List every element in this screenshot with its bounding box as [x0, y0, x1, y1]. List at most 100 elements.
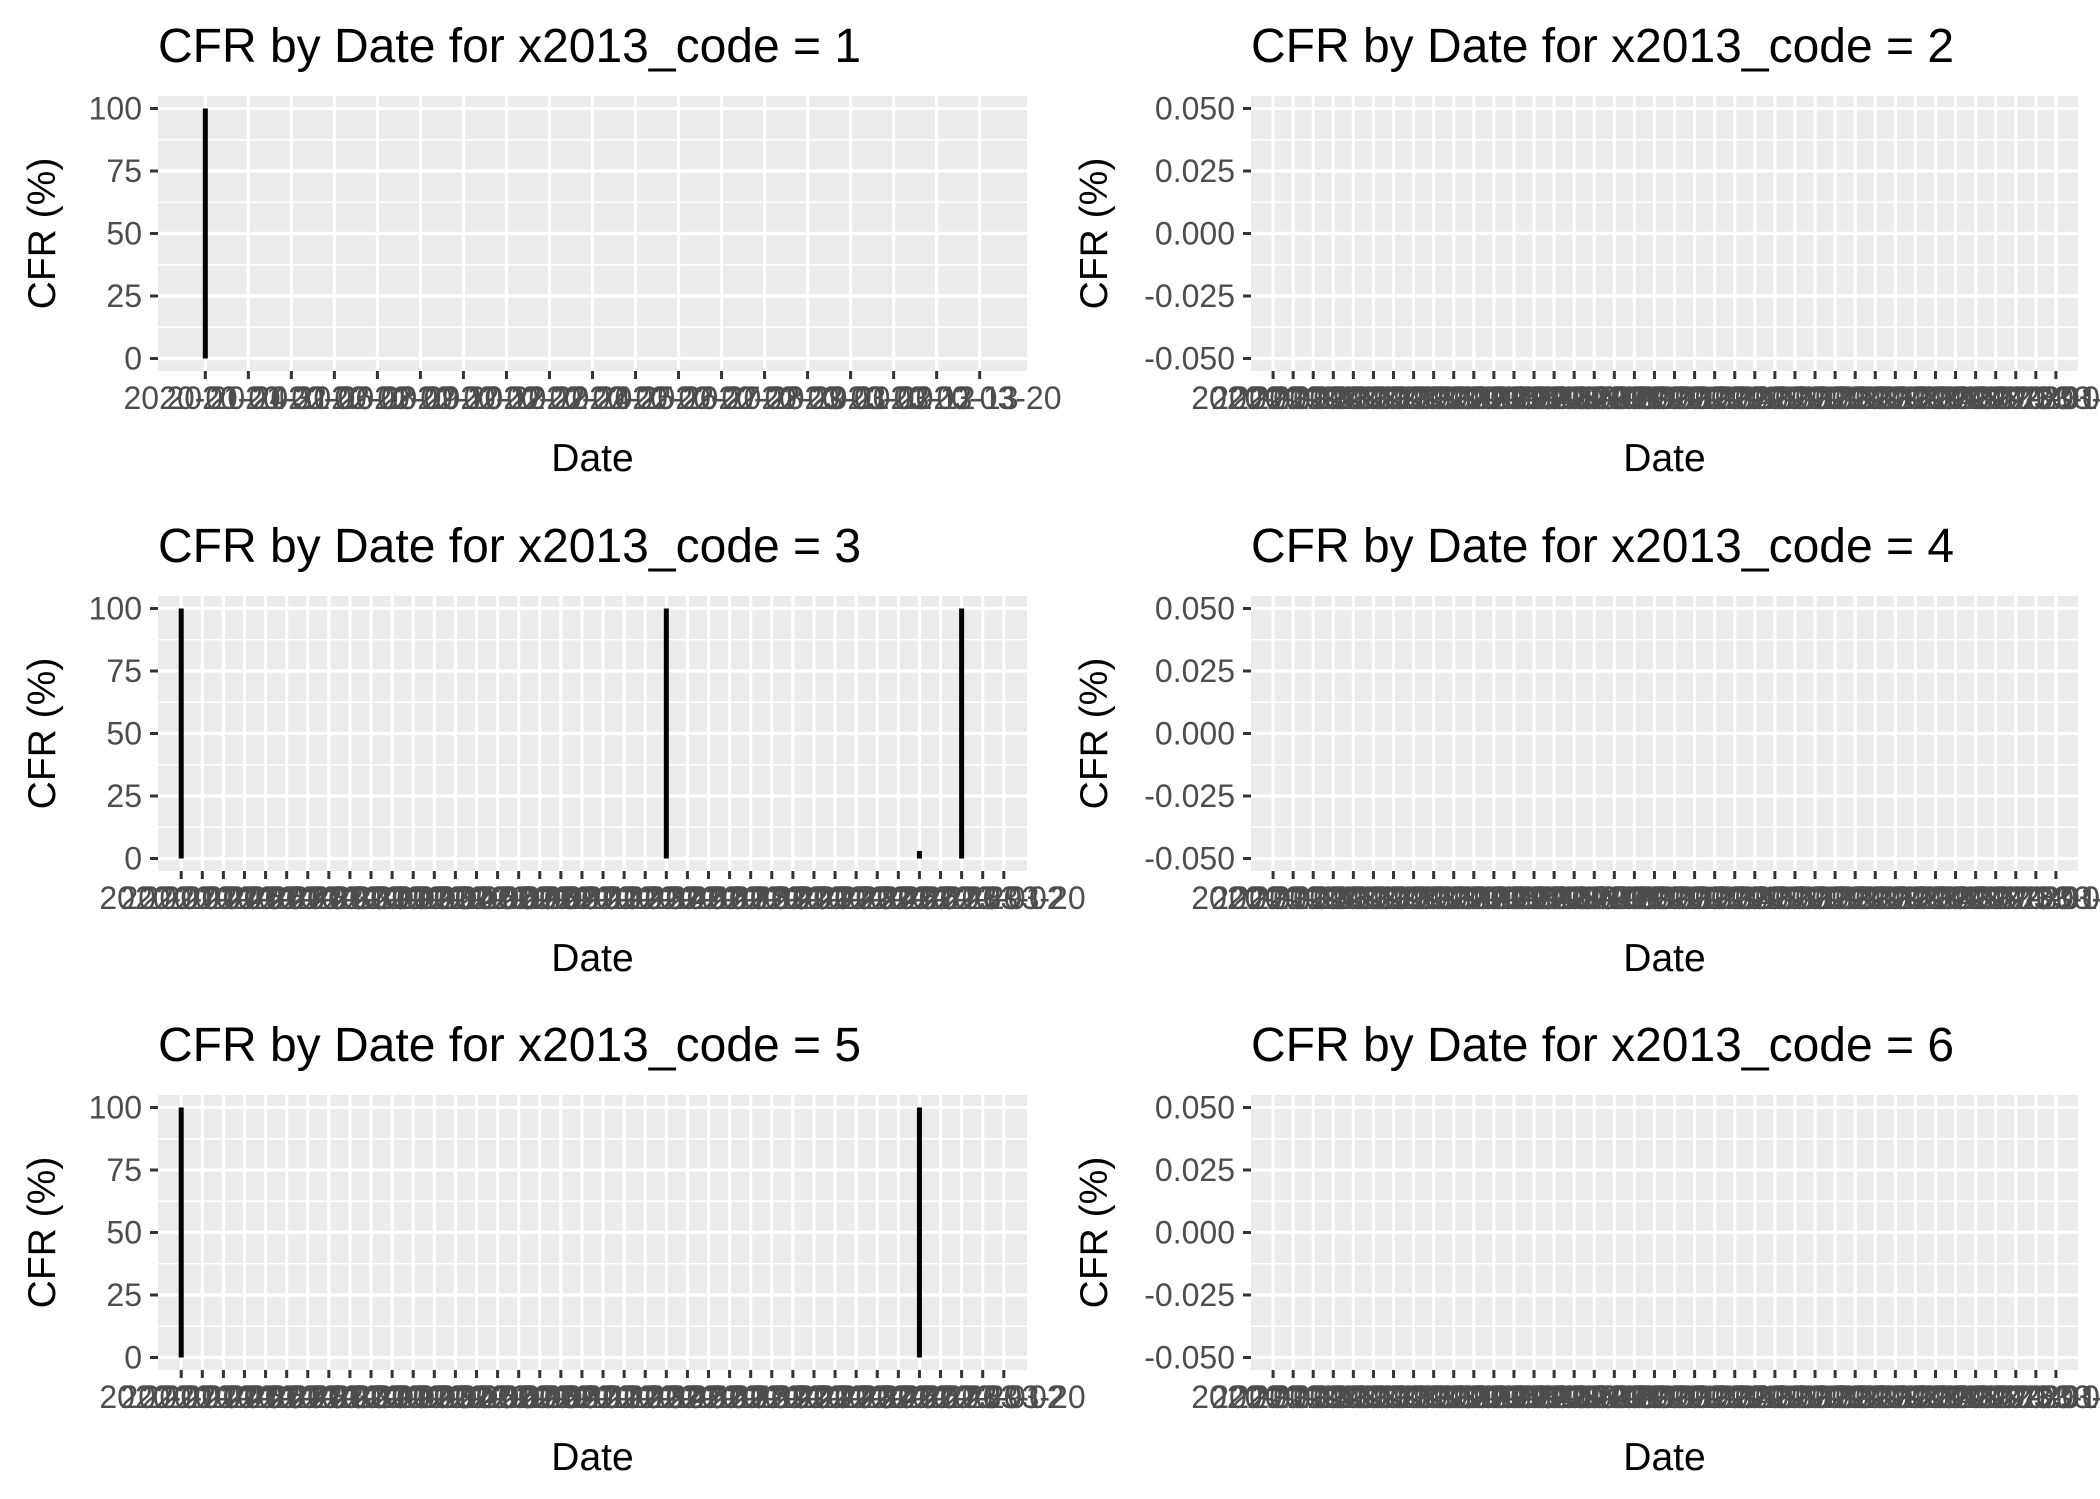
x-tick-label: 2020-02-27	[1874, 380, 2038, 416]
x-tick-label: 2020-01-30	[226, 880, 390, 916]
x-tick-label: 2020-01-24	[1191, 880, 1355, 916]
y-tick-label: 0.025	[1155, 1152, 1235, 1188]
x-tick-label: 2020-02-17	[606, 1379, 770, 1415]
x-tick-label: 2020-02-10	[1532, 880, 1696, 916]
x-tick-label: 2020-02-26	[1854, 380, 2018, 416]
x-tick-label: 2020-01-27	[1251, 880, 1415, 916]
x-tick-label: 2020-02-03	[1392, 380, 1556, 416]
x-tick-label: 2020-02-26	[554, 380, 718, 416]
x-tick-label: 2020-02-07	[1472, 1379, 1636, 1415]
x-tick-label: 2020-02-09	[1512, 380, 1676, 416]
y-tick-label: 75	[106, 653, 142, 689]
x-tick-label: 2020-01-25	[120, 1379, 284, 1415]
x-tick-label: 2020-02-16	[1653, 1379, 1817, 1415]
x-tick-label: 2020-02-14	[1613, 880, 1777, 916]
x-tick-label: 2020-03-20	[1974, 880, 2100, 916]
x-tick-label: 2020-01-31	[247, 880, 411, 916]
x-tick-label: 2020-01-26	[1231, 380, 1395, 416]
x-tick-label: 2020-01-28	[184, 880, 348, 916]
x-axis-title: Date	[551, 437, 633, 480]
x-tick-label: 2020-03-01	[1934, 880, 2098, 916]
x-tick-label: 2020-02-17	[1673, 880, 1837, 916]
x-tick-label: 2020-02-01	[1352, 880, 1516, 916]
chart-title: CFR by Date for x2013_code = 3	[158, 520, 861, 573]
x-tick-label: 2020-02-21	[1753, 880, 1917, 916]
x-tick-label: 2020-02-20	[669, 1379, 833, 1415]
x-tick-label: 2020-01-24	[1191, 380, 1355, 416]
chart-title: CFR by Date for x2013_code = 4	[1251, 520, 1954, 573]
x-axis-title: Date	[551, 1436, 633, 1479]
x-tick-label: 2020-01-24	[99, 880, 263, 916]
x-tick-label: 2020-02-02	[1372, 1379, 1536, 1415]
x-tick-label: 2020-02-25	[774, 880, 938, 916]
x-tick-label: 2020-01-29	[205, 1379, 369, 1415]
x-tick-label: 2020-02-04	[331, 880, 495, 916]
x-tick-label: 2020-02-15	[563, 1379, 727, 1415]
x-tick-label: 2020-02-21	[690, 1379, 854, 1415]
y-tick-label: 0.025	[1155, 653, 1235, 689]
x-tick-label: 2020-02-08	[416, 880, 580, 916]
x-tick-label: 2020-03-20	[898, 380, 1062, 416]
y-tick-label: 75	[106, 153, 142, 189]
x-tick-label: 2020-01-26	[1231, 880, 1395, 916]
x-tick-label: 2020-03-01	[1934, 1379, 2098, 1415]
x-tick-label: 2020-02-23	[1793, 1379, 1957, 1415]
x-tick-label: 2020-03-02	[1954, 1379, 2100, 1415]
x-tick-label: 2020-01-26	[1231, 1379, 1395, 1415]
x-tick-label: 2020-02-25	[1834, 1379, 1998, 1415]
x-tick-label: 2020-02-02	[289, 1379, 453, 1415]
x-tick-label: 2020-03-01	[880, 880, 1044, 916]
x-tick-label: 2020-02-28	[1894, 380, 2058, 416]
y-tick-label: 0.050	[1155, 1090, 1235, 1126]
x-tick-label: 2020-02-19	[1713, 1379, 1877, 1415]
x-tick-label: 2020-02-06	[374, 880, 538, 916]
x-tick-label: 2020-02-19	[648, 1379, 812, 1415]
x-tick-label: 2020-02-20	[669, 880, 833, 916]
x-tick-label: 2020-01-25	[1211, 880, 1375, 916]
x-tick-label: 2020-02-15	[1633, 880, 1797, 916]
x-tick-label: 2020-02-21	[690, 880, 854, 916]
y-tick-label: 25	[106, 278, 142, 314]
y-axis-title: CFR (%)	[21, 1157, 64, 1309]
facet-panel-4: -0.050-0.0250.0000.0250.0502020-01-24202…	[1073, 520, 2100, 980]
x-tick-label: 2020-02-19	[1713, 380, 1877, 416]
x-tick-label: 2020-02-06	[1452, 380, 1616, 416]
x-tick-label: 2020-02-16	[584, 1379, 748, 1415]
x-tick-label: 2020-02-22	[425, 380, 589, 416]
x-tick-label: 2020-02-07	[395, 880, 559, 916]
x-tick-label: 2020-02-10	[458, 1379, 622, 1415]
x-tick-label: 2020-01-30	[1312, 1379, 1476, 1415]
x-tick-label: 2020-03-20	[922, 880, 1086, 916]
x-tick-label: 2020-02-28	[838, 880, 1002, 916]
facet-panel-6: -0.050-0.0250.0000.0250.0502020-01-24202…	[1073, 1019, 2100, 1479]
x-tick-label: 2020-02-25	[1834, 880, 1998, 916]
x-tick-label: 2020-02-22	[711, 880, 875, 916]
x-tick-label: 2020-02-12	[500, 1379, 664, 1415]
y-tick-label: 50	[106, 216, 142, 252]
x-tick-label: 2020-02-01	[1352, 380, 1516, 416]
x-tick-label: 2020-02-28	[640, 380, 804, 416]
x-tick-label: 2020-02-28	[838, 1379, 1002, 1415]
x-tick-label: 2020-02-20	[1733, 880, 1897, 916]
x-tick-label: 2020-02-20	[1733, 380, 1897, 416]
x-tick-label: 2020-01-24	[1191, 1379, 1355, 1415]
x-tick-label: 2020-02-08	[1492, 1379, 1656, 1415]
x-tick-label: 2020-03-20	[1974, 380, 2100, 416]
y-tick-label: 75	[106, 1152, 142, 1188]
x-tick-label: 2020-02-06	[1452, 1379, 1616, 1415]
y-tick-label: -0.050	[1144, 841, 1235, 877]
y-tick-label: 50	[106, 1215, 142, 1251]
x-tick-label: 2020-02-11	[1554, 880, 1715, 916]
y-axis-title: CFR (%)	[1073, 1157, 1116, 1309]
x-tick-label: 2020-02-05	[352, 880, 516, 916]
x-tick-label: 2020-02-11	[1554, 380, 1715, 416]
x-tick-label: 2020-01-29	[205, 880, 369, 916]
x-tick-label: 2020-01-29	[1292, 380, 1456, 416]
x-tick-label: 2020-03-01	[726, 380, 890, 416]
x-tick-label: 2020-01-31	[247, 1379, 411, 1415]
x-tick-label: 2020-02-25	[511, 380, 675, 416]
y-tick-label: 25	[106, 778, 142, 814]
x-tick-label: 2020-02-09	[437, 880, 601, 916]
x-tick-label: 2020-02-13	[1593, 1379, 1757, 1415]
y-axis-title: CFR (%)	[21, 158, 64, 310]
